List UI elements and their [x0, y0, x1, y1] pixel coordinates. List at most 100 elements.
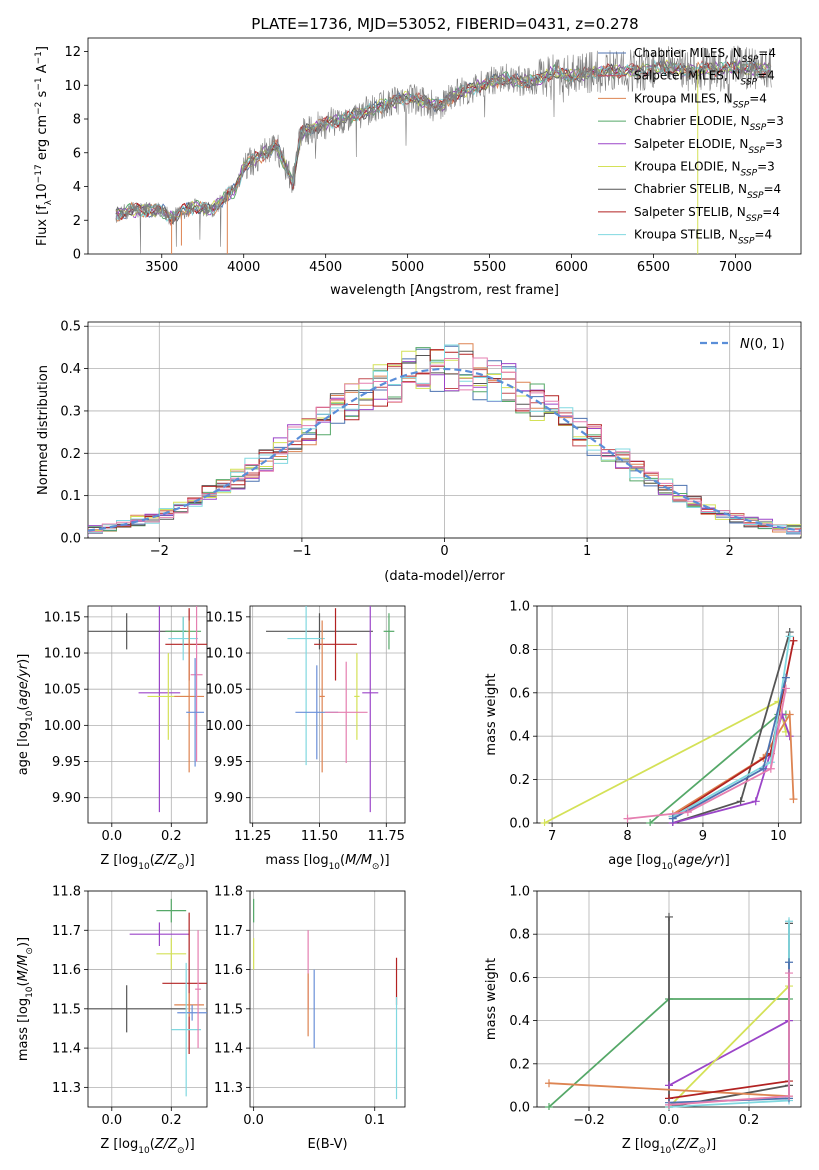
series-line [672, 711, 791, 824]
legend-entry: Chabrier STELIB, NSSP=4 [634, 182, 781, 201]
y-tick-label: 9.90 [52, 791, 81, 806]
y-tick-label: 11.6 [214, 963, 243, 978]
series-marker [668, 814, 677, 823]
z_vs_age-points [88, 606, 207, 813]
age_vs_massweight-frame [536, 605, 802, 824]
y-tick-label: 2 [73, 214, 81, 229]
y-tick-label: 0.3 [60, 404, 81, 419]
x-tick-label: 0.2 [739, 1113, 760, 1128]
series-marker [623, 814, 632, 823]
series-marker [751, 797, 760, 806]
x-tick-label: 1 [583, 544, 591, 559]
y-tick-label: 0.0 [509, 1101, 530, 1116]
legend-entry: Salpeter MILES, NSSP=4 [634, 69, 775, 88]
series-marker [545, 1103, 553, 1110]
z_vs_mass-xlabel: Z [log10(Z/Z⊙)] [100, 1137, 194, 1156]
series-marker [766, 764, 775, 773]
y-tick-label: 0.6 [509, 686, 530, 701]
x-tick-label: 4500 [309, 260, 342, 275]
series-marker [540, 819, 549, 826]
histogram-step [88, 344, 801, 534]
y-tick-label: 0.1 [60, 489, 81, 504]
series-marker [736, 797, 745, 806]
legend-entry: Chabrier MILES, NSSP=4 [634, 46, 776, 65]
x-tick-label: 0.2 [161, 1113, 182, 1128]
x-tick-label: 5000 [391, 260, 424, 275]
series-marker [785, 632, 794, 641]
x-tick-label: 11.75 [368, 829, 405, 844]
series-marker [646, 819, 655, 826]
mass_vs_age-xlabel: mass [log10(M/M⊙)] [265, 853, 389, 872]
y-tick-label: 0.0 [60, 532, 81, 547]
x-tick-label: 11.50 [301, 829, 338, 844]
histogram-ylabel: Normed distribution [36, 365, 51, 495]
y-tick-label: 6 [73, 146, 81, 161]
y-tick-label: 11.5 [214, 1002, 243, 1017]
legend-entry: Kroupa MILES, NSSP=4 [634, 91, 767, 110]
y-tick-label: 9.90 [214, 791, 243, 806]
x-tick-label: 3500 [145, 260, 178, 275]
series-marker [665, 1081, 673, 1090]
spectrum-xlabel: wavelength [Angstrom, rest frame] [330, 283, 559, 298]
ebv_vs_mass-xlabel: E(B-V) [307, 1137, 347, 1152]
series-marker [785, 710, 794, 719]
normal-curve [88, 367, 801, 532]
spectrum-frame [87, 37, 802, 255]
y-tick-label: 11.6 [52, 963, 81, 978]
z_vs_age-axes: 0.0 0.2 9.90 9.95 10.00 10.05 10.10 10.15 [44, 605, 208, 844]
series-marker [665, 912, 673, 921]
y-tick-label: 1.0 [509, 885, 530, 900]
legend-entry: N(0, 1) [740, 337, 785, 352]
histograms [88, 343, 801, 537]
x-tick-label: 0.0 [101, 829, 122, 844]
y-tick-label: 9.95 [52, 755, 81, 770]
x-tick-label: 5500 [473, 260, 506, 275]
z_vs_mass-ylabel: mass [log10(M/M⊙)] [16, 937, 35, 1061]
series-marker [545, 1079, 553, 1088]
series-line [668, 921, 790, 1108]
y-tick-label: 0.4 [509, 1014, 530, 1029]
x-tick-label: 0 [440, 544, 448, 559]
series-marker [785, 969, 793, 978]
y-tick-label: 0.8 [509, 928, 530, 943]
histogram-xlabel: (data-model)/error [384, 569, 505, 584]
y-tick-label: 11.4 [214, 1042, 243, 1057]
x-tick-label: 9 [699, 829, 707, 844]
x-tick-label: 0.0 [659, 1113, 680, 1128]
series-line [544, 700, 787, 824]
x-tick-label: 7 [548, 829, 556, 844]
series-marker [781, 673, 790, 682]
y-tick-label: 0.6 [509, 971, 530, 986]
z_vs_massweight-lines [545, 912, 793, 1110]
ebv_vs_mass-axes: 0.0 0.1 11.3 11.4 11.5 11.6 11.7 11.8 [214, 885, 406, 1128]
z_vs_mass-points [88, 898, 207, 1097]
series-marker [683, 808, 692, 817]
spectrum-legend: Chabrier MILES, NSSP=4 Salpeter MILES, NS… [598, 46, 784, 247]
y-tick-label: 0.4 [60, 362, 81, 377]
age_vs_massweight-lines [540, 628, 798, 826]
legend-entry: Salpeter STELIB, NSSP=4 [634, 205, 780, 224]
y-tick-label: 8 [73, 113, 81, 128]
x-tick-label: 2 [726, 544, 734, 559]
age_vs_massweight-axes: 7 8 9 10 0.0 0.2 0.4 0.6 0.8 1.0 [509, 600, 802, 844]
z_vs_massweight-ylabel: mass weight [484, 958, 499, 1040]
z_vs_age-frame [87, 605, 208, 824]
series-marker [789, 795, 798, 804]
series-marker [785, 958, 793, 967]
y-tick-label: 10.10 [44, 647, 81, 662]
y-tick-label: 0.2 [60, 447, 81, 462]
y-tick-label: 0.4 [509, 730, 530, 745]
x-tick-label: 10 [770, 829, 787, 844]
residual_histogram-frame [87, 321, 802, 539]
legend-entry: Chabrier ELODIE, NSSP=3 [634, 114, 784, 133]
figure-title: PLATE=1736, MJD=53052, FIBERID=0431, z=0… [251, 15, 638, 33]
x-tick-label: −1 [292, 544, 311, 559]
y-tick-label: 0 [73, 248, 81, 263]
y-tick-label: 1.0 [509, 600, 530, 615]
y-tick-label: 9.95 [214, 755, 243, 770]
x-tick-label: 0.0 [243, 1113, 264, 1128]
y-tick-label: 11.5 [52, 1002, 81, 1017]
z_vs_age-ylabel: age [log10(age/yr)] [16, 654, 35, 776]
series-line [668, 916, 790, 1109]
